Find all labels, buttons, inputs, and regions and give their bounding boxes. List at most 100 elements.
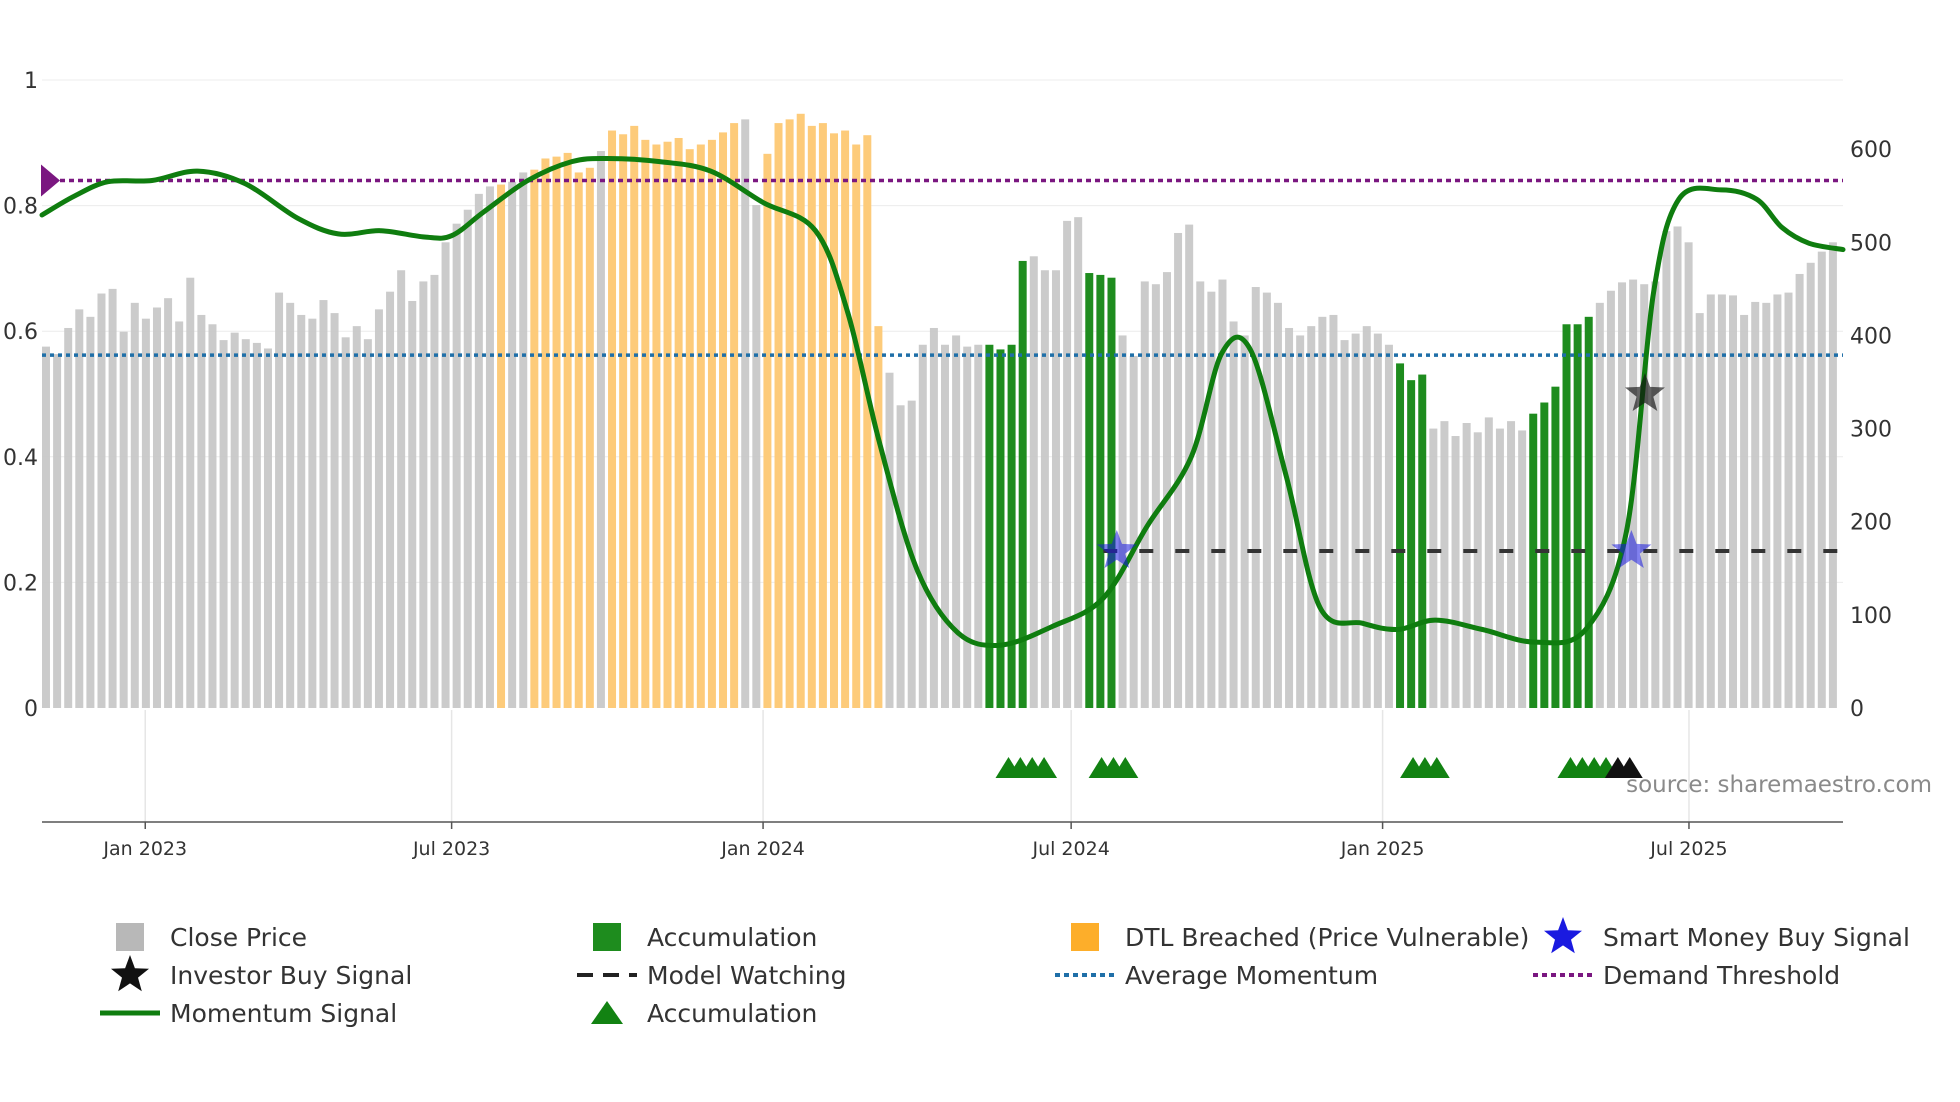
close-price-bar (1340, 340, 1349, 708)
close-price-bar (1806, 262, 1815, 708)
dtl-breached-bar (652, 144, 661, 708)
close-price-bar (86, 316, 95, 708)
left-tick-label: 0.6 (3, 320, 38, 345)
close-price-bar (1462, 423, 1471, 708)
close-price-bar (1051, 270, 1060, 708)
dtl-breached-bar (719, 132, 728, 708)
dtl-breached-bar (630, 125, 639, 708)
dtl-breached-bar (530, 169, 539, 708)
right-tick-label: 200 (1850, 511, 1892, 536)
close-price-bar (941, 344, 949, 708)
close-price-bar (152, 307, 161, 708)
legend-item: Investor Buy Signal (111, 955, 412, 992)
close-price-bar (330, 313, 339, 708)
dtl-breached-bar (863, 135, 872, 708)
dtl-breached-bar (619, 134, 628, 708)
accumulation-bar (1085, 273, 1094, 708)
dtl-breached-bar (841, 130, 850, 709)
legend-item: Close Price (116, 923, 307, 952)
close-price-bar (374, 309, 383, 708)
legend: Close Price Accumulation DTL Breached (Pri… (100, 917, 1910, 1028)
legend-item: Accumulation (591, 999, 817, 1028)
close-price-bar (1784, 292, 1793, 708)
dtl-breached-bar (541, 158, 550, 709)
legend-label: Accumulation (647, 999, 817, 1028)
close-price-bar (1451, 436, 1460, 708)
legend-star-icon (1544, 917, 1582, 954)
close-price-bar (286, 302, 295, 708)
dtl-breached-bar (696, 144, 705, 708)
accumulation-bar (1018, 260, 1027, 708)
close-price-bar (1285, 327, 1294, 708)
close-price-bar (1307, 326, 1316, 708)
close-price-bar (1384, 344, 1393, 708)
legend-label: Momentum Signal (170, 999, 397, 1028)
close-price-bar (485, 186, 494, 709)
close-price-bar (1351, 333, 1360, 708)
close-price-bar (1063, 220, 1072, 708)
close-price-bar (1251, 287, 1260, 708)
close-price-bar (1795, 273, 1804, 708)
close-price-bar (1695, 313, 1704, 708)
close-price-bar (53, 354, 62, 708)
close-price-bar (1651, 281, 1660, 708)
accumulation-bar (1407, 380, 1416, 708)
close-price-bar (508, 181, 517, 708)
dtl-breached-bar (685, 149, 694, 709)
accumulation-marker (1112, 757, 1139, 778)
close-price-bar (230, 332, 239, 708)
close-price-bar (241, 339, 250, 708)
close-price-bar (1817, 251, 1826, 708)
close-price-bar (452, 223, 461, 708)
close-price-bar (1673, 226, 1682, 708)
close-price-bar (408, 300, 417, 708)
legend-star-icon (111, 955, 149, 992)
close-price-bar (1773, 294, 1782, 708)
legend-label: Accumulation (647, 923, 817, 952)
legend-label: Model Watching (647, 961, 847, 990)
dtl-breached-bar (818, 123, 827, 709)
close-price-bar (1828, 242, 1837, 708)
close-price-bar (1507, 421, 1516, 708)
legend-swatch (593, 923, 621, 951)
reference-lines (41, 164, 1843, 553)
close-price-bar (1362, 326, 1371, 708)
close-price-bar (441, 242, 450, 708)
close-price-bar (1207, 291, 1216, 708)
dtl-breached-bar (807, 125, 816, 708)
dtl-breached-bar (830, 133, 838, 708)
accumulation-bar (1540, 402, 1549, 708)
close-price-bar (752, 205, 761, 709)
close-price-bar (1129, 355, 1138, 708)
legend-item: Accumulation (593, 923, 817, 952)
close-price-bar (1729, 295, 1737, 708)
legend-item: Average Momentum (1055, 961, 1378, 990)
close-price-bar (1595, 302, 1604, 708)
close-price-bar (64, 327, 73, 708)
dtl-breached-bar (774, 123, 783, 709)
dtl-breached-bar (730, 123, 739, 709)
axes: 0 0.2 0.4 0.6 0.8 1 0 100 200 300 400 500 600 Jan 202… (3, 69, 1892, 860)
close-price-bar (741, 119, 750, 709)
close-price-bar (1174, 232, 1183, 709)
accumulation-bar (1007, 344, 1016, 708)
x-tick-label: Jan 2024 (720, 838, 805, 860)
close-price-bar (119, 331, 128, 708)
accumulation-bar (1096, 274, 1105, 708)
close-price-bar (97, 293, 106, 708)
close-price-bar (929, 327, 938, 708)
right-tick-label: 300 (1850, 418, 1892, 443)
close-price-bar (186, 277, 195, 708)
close-price-bar (164, 298, 173, 708)
legend-swatch (116, 923, 144, 951)
dtl-breached-bar (674, 137, 683, 709)
close-price-bar (1029, 256, 1038, 708)
dtl-breached-bar (563, 152, 572, 708)
dtl-breached-bar (641, 139, 650, 709)
close-price-bar (1717, 294, 1726, 708)
momentum-series (39, 155, 1846, 648)
close-price-bar (219, 340, 228, 708)
x-tick-label: Jul 2025 (1649, 838, 1727, 860)
accumulation-marker (1031, 757, 1058, 778)
x-tick-label: Jul 2024 (1031, 838, 1109, 860)
